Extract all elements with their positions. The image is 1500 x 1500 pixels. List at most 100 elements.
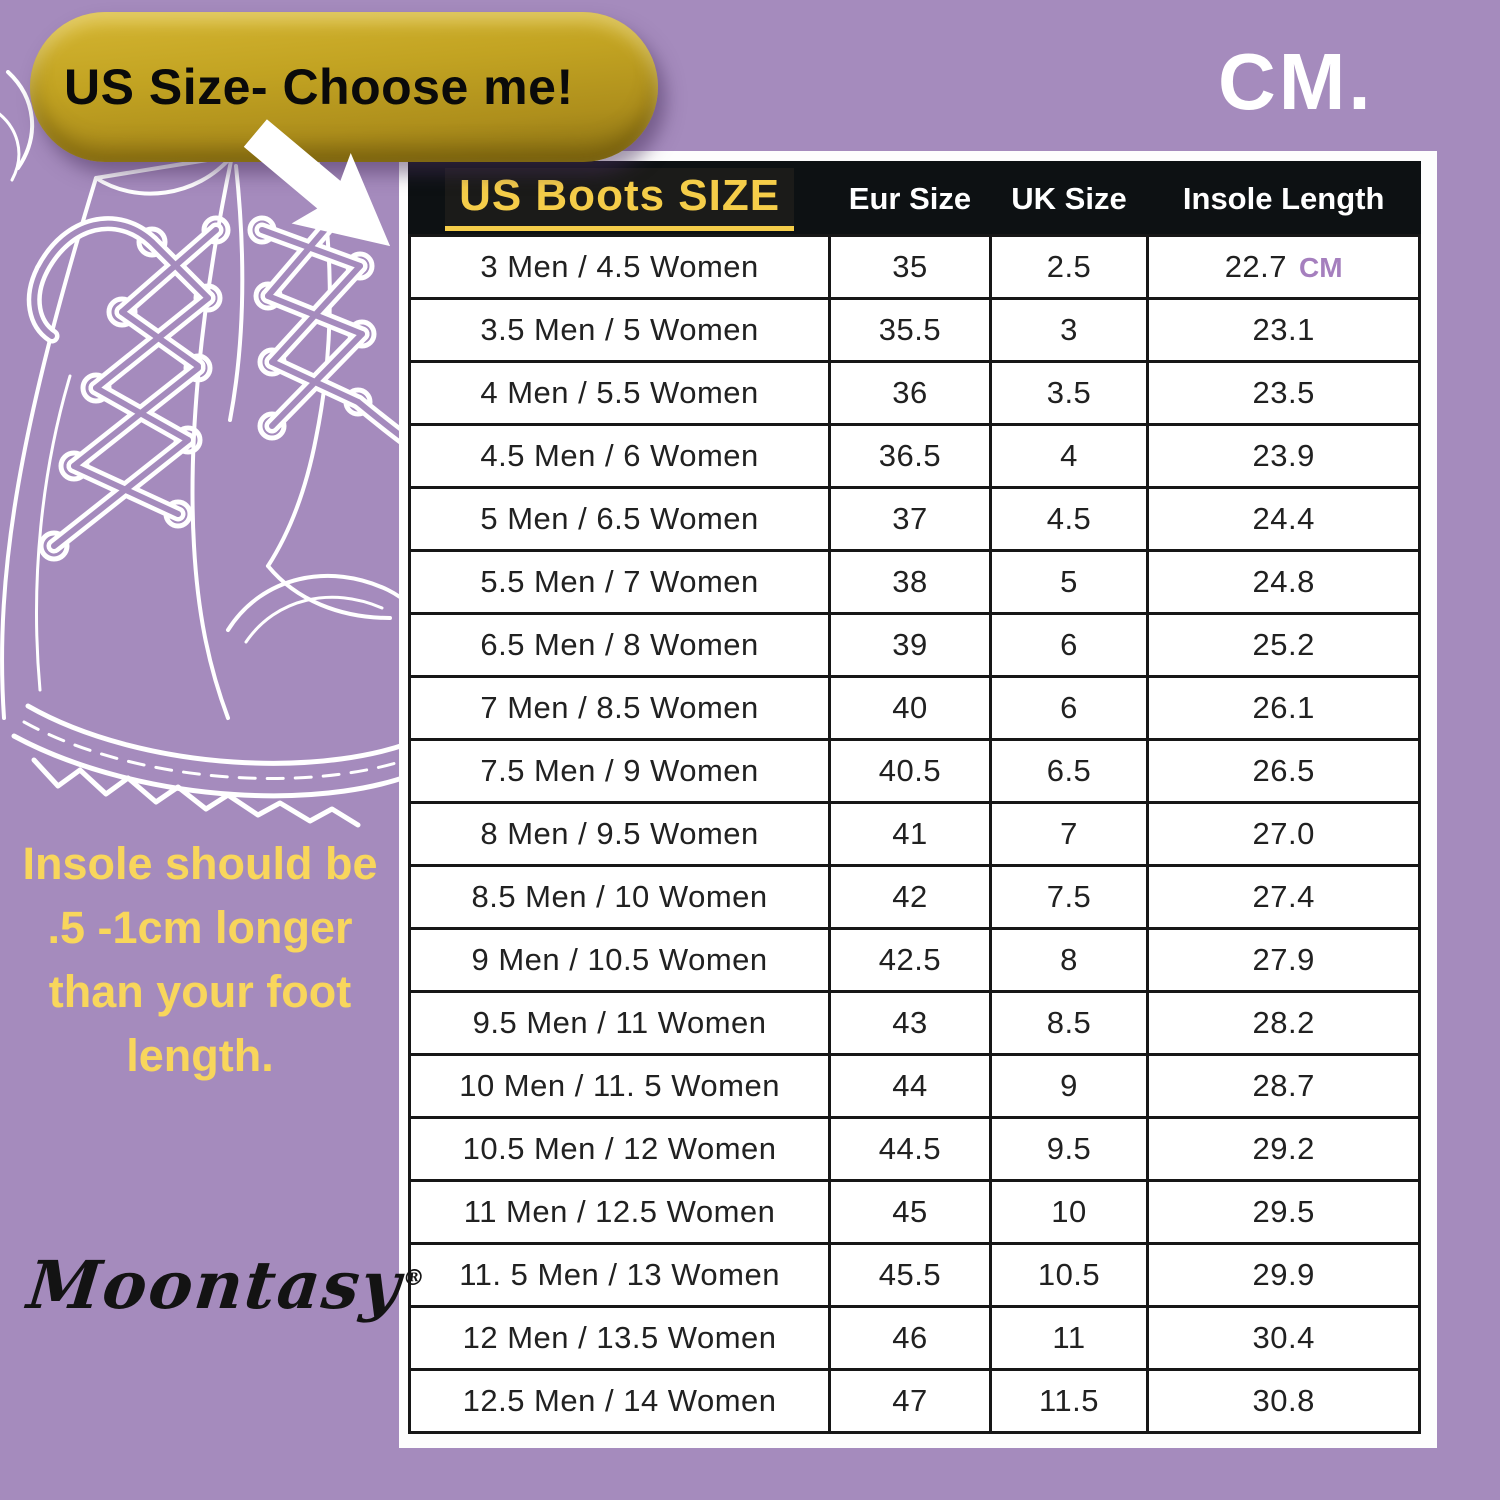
table-row: 3 Men / 4.5 Women 35 2.5 22.7 CM [407, 234, 1421, 300]
table-cell: 35.5 [828, 297, 992, 363]
table-cell: 27.4 [1146, 864, 1421, 930]
table-row: 10.5 Men / 12 Women 44.5 9.5 29.2 [407, 1116, 1421, 1182]
table-cell: 43 [828, 990, 992, 1056]
table-row: 8.5 Men / 10 Women 42 7.5 27.4 [407, 864, 1421, 930]
table-cell: 42 [828, 864, 992, 930]
table-cell: 11.5 [988, 1368, 1150, 1434]
header-us-size: US Boots SIZE [407, 161, 832, 237]
table-cell: 30.4 [1146, 1305, 1421, 1371]
table-cell: 37 [828, 486, 992, 552]
table-cell: 9.5 Men / 11 Women [407, 990, 832, 1056]
lace-up-boots-line-art [0, 70, 430, 840]
table-cell: 9 Men / 10.5 Women [407, 927, 832, 993]
table-row: 9 Men / 10.5 Women 42.5 8 27.9 [407, 927, 1421, 993]
table-cell: 11 [988, 1305, 1150, 1371]
callout-label: US Size- Choose me! [64, 59, 574, 115]
table-cell: 35 [828, 234, 992, 300]
table-cell: 24.4 [1146, 486, 1421, 552]
table-cell: 40.5 [828, 738, 992, 804]
table-cell: 6.5 [988, 738, 1150, 804]
table-row: 10 Men / 11. 5 Women 44 9 28.7 [407, 1053, 1421, 1119]
table-row: 6.5 Men / 8 Women 39 6 25.2 [407, 612, 1421, 678]
table-row: 3.5 Men / 5 Women 35.5 3 23.1 [407, 297, 1421, 363]
table-cell: 6 [988, 612, 1150, 678]
table-cell: 6.5 Men / 8 Women [407, 612, 832, 678]
table-cell: 5.5 Men / 7 Women [407, 549, 832, 615]
cm-unit-accent: CM [1299, 252, 1343, 283]
table-cell: 7.5 [988, 864, 1150, 930]
table-cell: 36 [828, 360, 992, 426]
table-row: 12 Men / 13.5 Women 46 11 30.4 [407, 1305, 1421, 1371]
brand-name: Moontasy [23, 1246, 406, 1324]
table-cell: 3.5 [988, 360, 1150, 426]
table-cell: 25.2 [1146, 612, 1421, 678]
table-cell: 26.1 [1146, 675, 1421, 741]
insole-tip-text: Insole should be .5 -1cm longer than you… [22, 838, 378, 1081]
table-cell: 11 Men / 12.5 Women [407, 1179, 832, 1245]
table-cell: 4.5 [988, 486, 1150, 552]
table-row: 5.5 Men / 7 Women 38 5 24.8 [407, 549, 1421, 615]
registered-trademark-icon: ® [401, 1265, 426, 1291]
table-cell: 27.9 [1146, 927, 1421, 993]
table-row: 12.5 Men / 14 Women 47 11.5 30.8 [407, 1368, 1421, 1434]
table-cell: 29.5 [1146, 1179, 1421, 1245]
size-table-panel: US Boots SIZE Eur Size UK Size Insole Le… [399, 151, 1437, 1448]
table-row: 8 Men / 9.5 Women 41 7 27.0 [407, 801, 1421, 867]
table-cell: 7 [988, 801, 1150, 867]
table-cell: 9.5 [988, 1116, 1150, 1182]
table-cell: 8.5 Men / 10 Women [407, 864, 832, 930]
table-cell: 24.8 [1146, 549, 1421, 615]
table-row: 5 Men / 6.5 Women 37 4.5 24.4 [407, 486, 1421, 552]
table-cell: 46 [828, 1305, 992, 1371]
table-cell: 36.5 [828, 423, 992, 489]
table-cell: 12 Men / 13.5 Women [407, 1305, 832, 1371]
table-cell: 29.2 [1146, 1116, 1421, 1182]
table-cell: 39 [828, 612, 992, 678]
table-cell: 3 [988, 297, 1150, 363]
table-cell: 38 [828, 549, 992, 615]
table-cell: 10.5 Men / 12 Women [407, 1116, 832, 1182]
header-uk-size: UK Size [988, 161, 1150, 237]
table-cell: 5 Men / 6.5 Women [407, 486, 832, 552]
table-cell: 11. 5 Men / 13 Women [407, 1242, 832, 1308]
table-row: 11. 5 Men / 13 Women 45.5 10.5 29.9 [407, 1242, 1421, 1308]
size-table-body: 3 Men / 4.5 Women 35 2.5 22.7 CM 3.5 Men / 5 … [407, 234, 1421, 1434]
header-insole-length: Insole Length [1146, 161, 1421, 237]
table-cell: 45.5 [828, 1242, 992, 1308]
table-cell: 7 Men / 8.5 Women [407, 675, 832, 741]
table-cell: 12.5 Men / 14 Women [407, 1368, 832, 1434]
table-cell: 10 [988, 1179, 1150, 1245]
table-cell: 23.9 [1146, 423, 1421, 489]
cm-unit-label: CM. [1218, 37, 1374, 126]
table-row: 11 Men / 12.5 Women 45 10 29.5 [407, 1179, 1421, 1245]
table-cell: 10.5 [988, 1242, 1150, 1308]
brand-logo: Moontasy® [24, 1246, 428, 1324]
table-cell: 4 Men / 5.5 Women [407, 360, 832, 426]
table-cell: 28.2 [1146, 990, 1421, 1056]
table-cell: 6 [988, 675, 1150, 741]
table-cell: 27.0 [1146, 801, 1421, 867]
size-table: US Boots SIZE Eur Size UK Size Insole Le… [407, 161, 1421, 1434]
table-cell: 7.5 Men / 9 Women [407, 738, 832, 804]
header-row: US Boots SIZE Eur Size UK Size Insole Le… [407, 161, 1421, 237]
table-cell: 44.5 [828, 1116, 992, 1182]
table-cell: 2.5 [988, 234, 1150, 300]
table-cell: 28.7 [1146, 1053, 1421, 1119]
table-cell: 22.7 CM [1146, 234, 1421, 300]
table-cell: 10 Men / 11. 5 Women [407, 1053, 832, 1119]
table-row: 7.5 Men / 9 Women 40.5 6.5 26.5 [407, 738, 1421, 804]
us-size-callout-badge: US Size- Choose me! [30, 12, 658, 162]
arrow-pointing-to-table-icon [243, 119, 391, 247]
table-cell: 8 [988, 927, 1150, 993]
table-cell: 30.8 [1146, 1368, 1421, 1434]
table-cell: 9 [988, 1053, 1150, 1119]
table-cell: 8.5 [988, 990, 1150, 1056]
table-cell: 23.5 [1146, 360, 1421, 426]
table-cell: 41 [828, 801, 992, 867]
table-cell: 23.1 [1146, 297, 1421, 363]
table-cell: 44 [828, 1053, 992, 1119]
table-cell: 5 [988, 549, 1150, 615]
table-cell: 3.5 Men / 5 Women [407, 297, 832, 363]
table-cell: 40 [828, 675, 992, 741]
